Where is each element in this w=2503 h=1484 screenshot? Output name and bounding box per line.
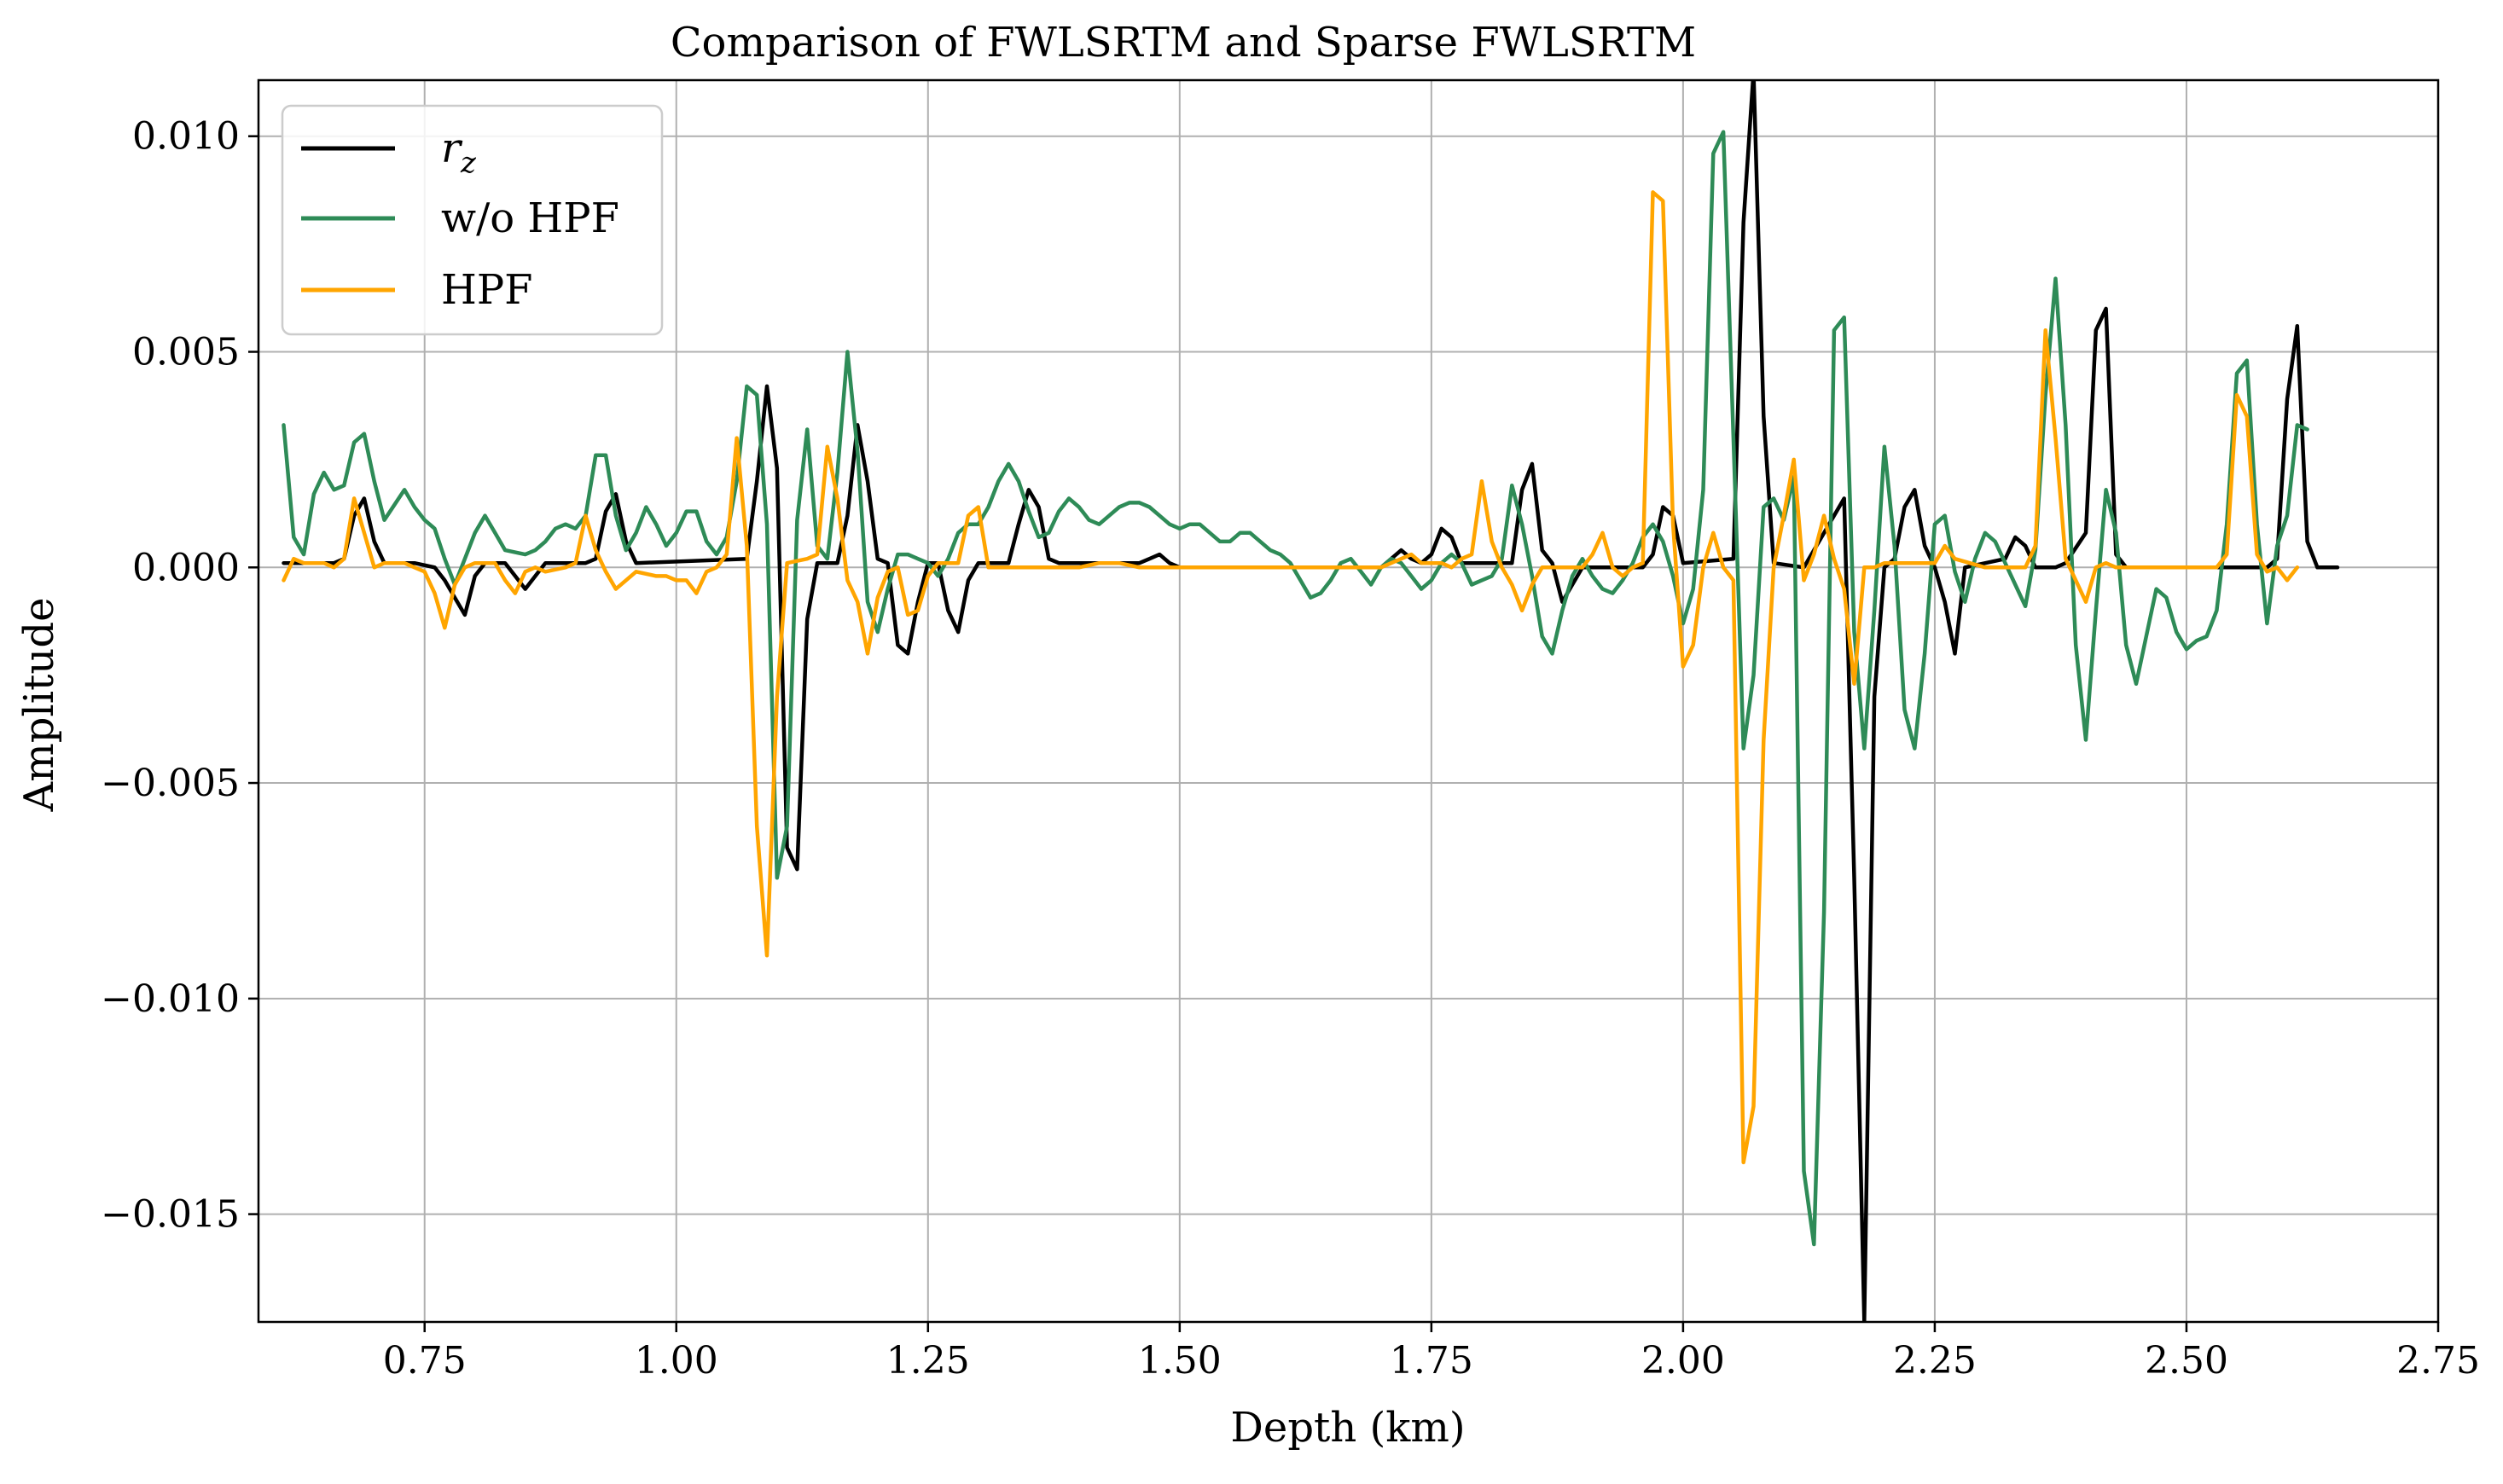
x-tick-label: 1.50 (1138, 1339, 1222, 1383)
y-tick-label: −0.010 (101, 977, 240, 1021)
x-tick-label: 1.00 (635, 1339, 718, 1383)
y-tick-label: −0.005 (101, 762, 240, 805)
x-tick-label: 2.50 (2145, 1339, 2228, 1383)
y-axis-label: Amplitude (15, 598, 63, 813)
x-tick-label: 2.75 (2396, 1339, 2480, 1383)
legend-label-rz: rz (441, 125, 477, 180)
plot-frame (257, 78, 2440, 1324)
y-tick-label: 0.000 (132, 546, 240, 589)
legend: rz w/o HPF HPF (281, 104, 664, 336)
x-axis-label: Depth (km) (1230, 1404, 1465, 1452)
axis-ticks: 0.75 1.00 1.25 1.50 1.75 2.00 2.25 2.50 2.75 0.01… (101, 115, 2480, 1383)
y-tick-label: −0.015 (101, 1193, 240, 1237)
x-tick-label: 0.75 (383, 1339, 467, 1383)
series-lines (282, 80, 2340, 1322)
x-tick-label: 2.25 (1893, 1339, 1977, 1383)
x-tick-label: 2.00 (1641, 1339, 1725, 1383)
x-tick-label: 1.25 (886, 1339, 970, 1383)
series-line-hpf (282, 190, 2300, 1165)
legend-label-without-hpf: w/o HPF (441, 194, 619, 242)
y-tick-label: 0.010 (132, 115, 240, 159)
legend-label-hpf: HPF (441, 266, 532, 314)
chart-title: Comparison of FWLSRTM and Sparse FWLSRTM (671, 19, 1696, 67)
legend-frame (281, 104, 664, 336)
x-tick-label: 1.75 (1390, 1339, 1473, 1383)
y-tick-label: 0.005 (132, 331, 240, 374)
